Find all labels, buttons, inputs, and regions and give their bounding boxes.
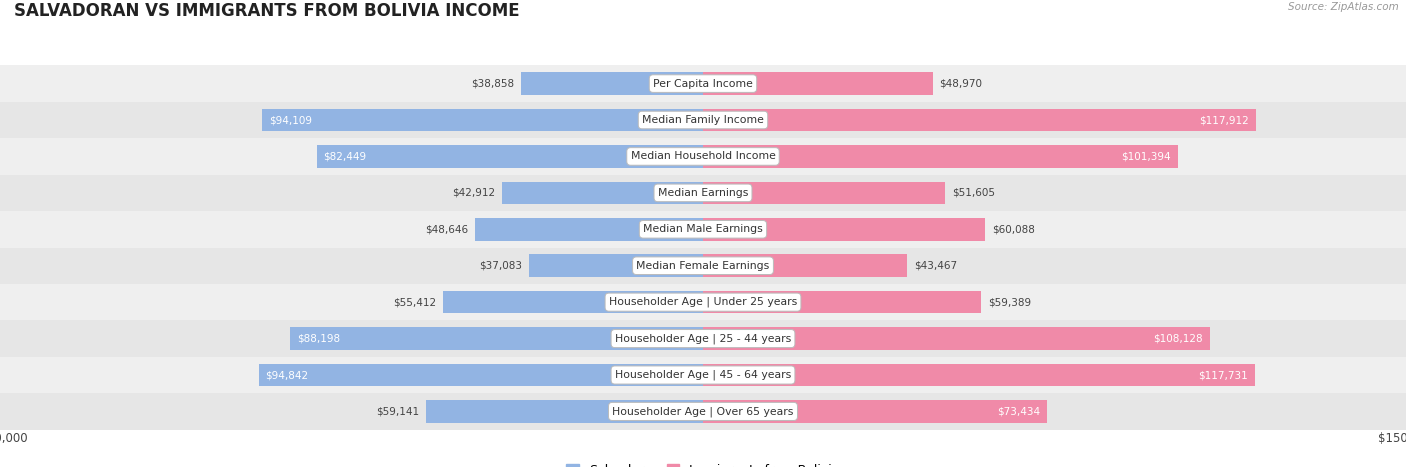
Bar <box>703 182 945 204</box>
Legend: Salvadoran, Immigrants from Bolivia: Salvadoran, Immigrants from Bolivia <box>561 459 845 467</box>
Bar <box>0 138 1406 175</box>
Bar <box>0 175 1406 211</box>
Text: $73,434: $73,434 <box>997 406 1040 417</box>
Text: Median Male Earnings: Median Male Earnings <box>643 224 763 234</box>
Bar <box>703 400 1047 423</box>
Text: Householder Age | 45 - 64 years: Householder Age | 45 - 64 years <box>614 370 792 380</box>
Bar <box>0 284 1406 320</box>
Bar <box>703 145 1178 168</box>
Text: SALVADORAN VS IMMIGRANTS FROM BOLIVIA INCOME: SALVADORAN VS IMMIGRANTS FROM BOLIVIA IN… <box>14 2 520 21</box>
Text: $38,858: $38,858 <box>471 78 513 89</box>
Bar <box>316 145 703 168</box>
Text: $51,605: $51,605 <box>952 188 995 198</box>
Bar <box>703 72 932 95</box>
Text: Per Capita Income: Per Capita Income <box>652 78 754 89</box>
Text: $117,912: $117,912 <box>1199 115 1249 125</box>
Bar <box>703 218 984 241</box>
Text: $42,912: $42,912 <box>451 188 495 198</box>
Bar <box>426 400 703 423</box>
Text: Median Household Income: Median Household Income <box>630 151 776 162</box>
Bar <box>520 72 703 95</box>
Bar <box>703 364 1254 386</box>
Text: $108,128: $108,128 <box>1153 333 1202 344</box>
Bar <box>0 393 1406 430</box>
Text: $94,842: $94,842 <box>266 370 309 380</box>
Bar <box>703 255 907 277</box>
Text: $48,970: $48,970 <box>939 78 983 89</box>
Text: $88,198: $88,198 <box>297 333 340 344</box>
Bar <box>0 357 1406 393</box>
Bar <box>703 327 1209 350</box>
Text: $82,449: $82,449 <box>323 151 367 162</box>
Text: Median Family Income: Median Family Income <box>643 115 763 125</box>
Bar <box>529 255 703 277</box>
Text: $37,083: $37,083 <box>479 261 522 271</box>
Text: Householder Age | 25 - 44 years: Householder Age | 25 - 44 years <box>614 333 792 344</box>
Text: $101,394: $101,394 <box>1122 151 1171 162</box>
Text: $60,088: $60,088 <box>991 224 1035 234</box>
Bar <box>0 248 1406 284</box>
Bar <box>0 320 1406 357</box>
Text: $59,141: $59,141 <box>375 406 419 417</box>
Bar <box>0 211 1406 248</box>
Text: $117,731: $117,731 <box>1198 370 1247 380</box>
Text: $94,109: $94,109 <box>269 115 312 125</box>
Bar <box>502 182 703 204</box>
Bar <box>0 65 1406 102</box>
Bar <box>290 327 703 350</box>
Bar <box>259 364 703 386</box>
Bar <box>475 218 703 241</box>
Bar <box>443 291 703 313</box>
Text: Source: ZipAtlas.com: Source: ZipAtlas.com <box>1288 2 1399 12</box>
Bar <box>0 102 1406 138</box>
Text: Median Earnings: Median Earnings <box>658 188 748 198</box>
Text: Householder Age | Under 25 years: Householder Age | Under 25 years <box>609 297 797 307</box>
Bar <box>262 109 703 131</box>
Text: $48,646: $48,646 <box>425 224 468 234</box>
Text: $55,412: $55,412 <box>394 297 436 307</box>
Text: Householder Age | Over 65 years: Householder Age | Over 65 years <box>612 406 794 417</box>
Text: $59,389: $59,389 <box>988 297 1032 307</box>
Text: Median Female Earnings: Median Female Earnings <box>637 261 769 271</box>
Bar <box>703 109 1256 131</box>
Text: $43,467: $43,467 <box>914 261 957 271</box>
Bar <box>703 291 981 313</box>
